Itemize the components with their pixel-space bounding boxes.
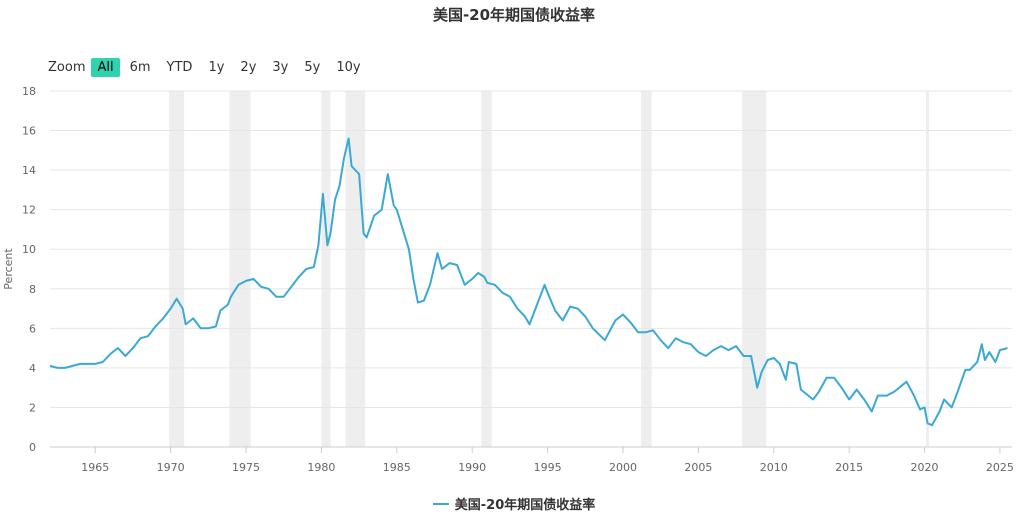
- recession-band-0: [169, 91, 185, 447]
- recession-band-4: [481, 91, 492, 447]
- y-tick-label-6: 6: [29, 322, 36, 335]
- recession-band-2: [321, 91, 331, 447]
- range-button-5y[interactable]: 5y: [304, 59, 321, 75]
- recession-band-1: [229, 91, 251, 447]
- range-button-ytd[interactable]: YTD: [166, 59, 193, 75]
- y-tick-label-8: 8: [29, 283, 36, 296]
- y-tick-label-0: 0: [29, 441, 36, 454]
- x-tick-label-2015: 2015: [835, 461, 863, 474]
- legend-label: 美国-20年期国债收益率: [454, 498, 596, 513]
- y-tick-label-18: 18: [22, 85, 36, 98]
- y-axis-label: Percent: [2, 248, 15, 290]
- recession-band-5: [641, 91, 652, 447]
- x-tick-label-2010: 2010: [760, 461, 788, 474]
- y-tick-label-10: 10: [22, 243, 36, 256]
- range-button-2y[interactable]: 2y: [240, 59, 257, 75]
- range-selector: Zoom All 6m YTD 1y 2y 3y 5y 10y: [48, 56, 371, 78]
- recession-band-7: [926, 91, 930, 447]
- range-button-10y[interactable]: 10y: [336, 59, 361, 75]
- y-tick-label-4: 4: [29, 362, 36, 375]
- legend[interactable]: 美国-20年期国债收益率: [0, 494, 1028, 513]
- x-tick-label-1985: 1985: [383, 461, 411, 474]
- range-button-6m[interactable]: 6m: [129, 59, 151, 75]
- range-button-1y[interactable]: 1y: [208, 59, 225, 75]
- x-tick-label-2000: 2000: [609, 461, 637, 474]
- x-tick-label-1975: 1975: [232, 461, 260, 474]
- x-tick-label-1980: 1980: [307, 461, 335, 474]
- x-tick-label-1965: 1965: [81, 461, 109, 474]
- x-tick-label-1995: 1995: [534, 461, 562, 474]
- range-button-all[interactable]: All: [91, 57, 120, 77]
- y-tick-label-2: 2: [29, 401, 36, 414]
- y-tick-label-16: 16: [22, 125, 36, 138]
- x-tick-label-1990: 1990: [458, 461, 486, 474]
- legend-swatch: [432, 502, 449, 505]
- chart-title: 美国-20年期国债收益率: [432, 6, 596, 24]
- x-tick-label-1970: 1970: [157, 461, 185, 474]
- y-tick-label-12: 12: [22, 204, 36, 217]
- zoom-label: Zoom: [48, 59, 86, 75]
- series-line-0: [49, 137, 1008, 427]
- x-tick-label-2005: 2005: [684, 461, 712, 474]
- x-tick-label-2020: 2020: [911, 461, 939, 474]
- recession-band-6: [742, 91, 767, 447]
- chart-plot-area: 0 2 4 6 8 10 12 14 16 18 1965 1970 1975 1980 1985 1990 1…: [2, 85, 1014, 474]
- y-tick-label-14: 14: [22, 164, 36, 177]
- range-button-3y[interactable]: 3y: [272, 59, 289, 75]
- x-tick-label-2025: 2025: [986, 461, 1014, 474]
